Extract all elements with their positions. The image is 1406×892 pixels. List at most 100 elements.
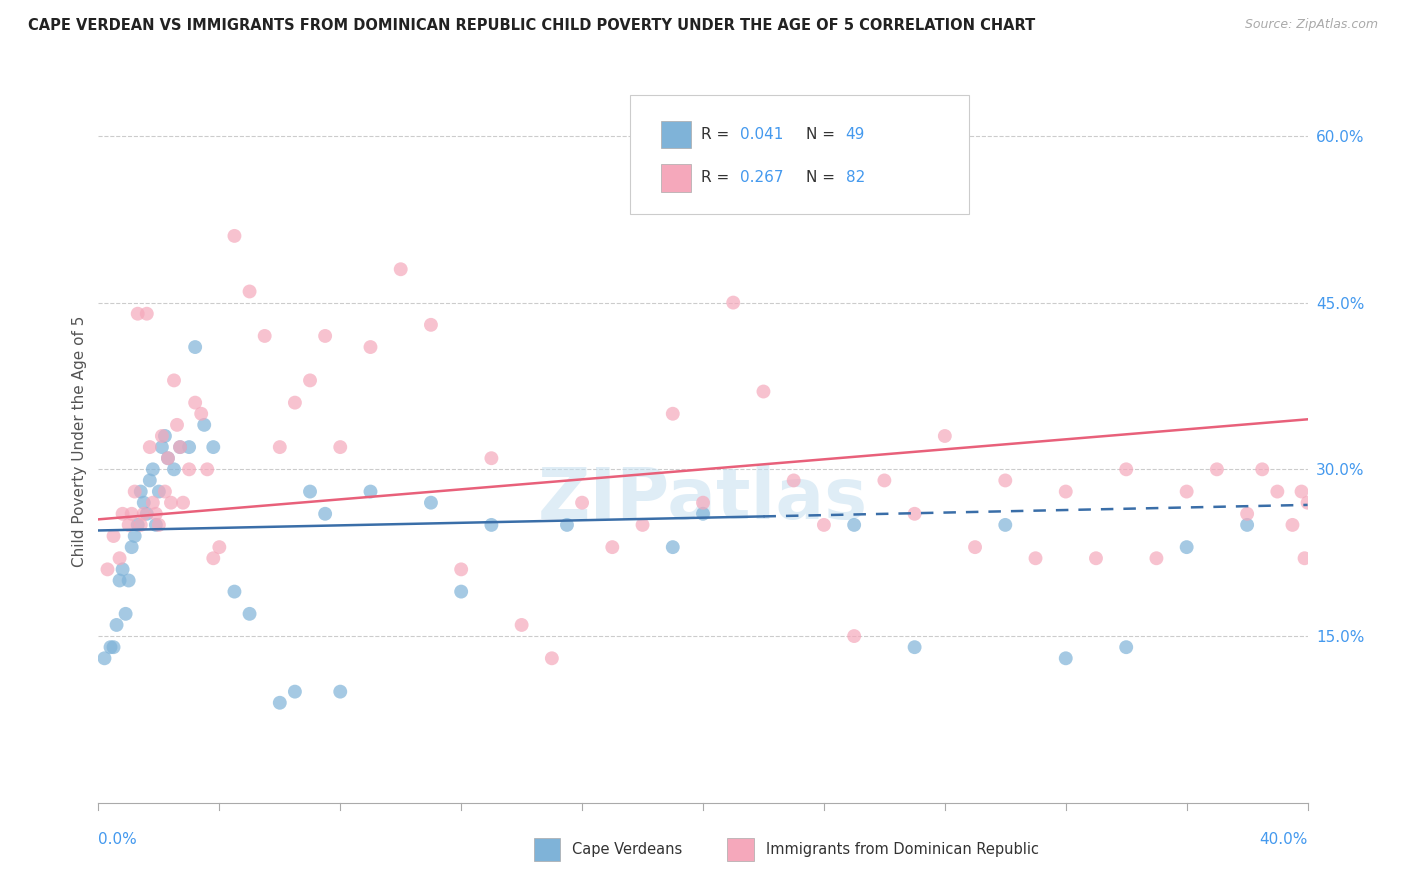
Point xyxy=(723,295,745,310)
Point xyxy=(132,496,155,510)
Point xyxy=(118,574,141,588)
Point xyxy=(661,407,683,421)
Point xyxy=(93,651,115,665)
Point xyxy=(844,629,866,643)
Point xyxy=(510,618,533,632)
Point xyxy=(360,484,382,499)
Text: CAPE VERDEAN VS IMMIGRANTS FROM DOMINICAN REPUBLIC CHILD POVERTY UNDER THE AGE O: CAPE VERDEAN VS IMMIGRANTS FROM DOMINICA… xyxy=(28,18,1035,33)
Point xyxy=(108,574,131,588)
Point xyxy=(224,584,246,599)
Point xyxy=(1236,507,1258,521)
Point xyxy=(737,162,759,177)
Point xyxy=(111,507,134,521)
Text: 49: 49 xyxy=(845,127,865,142)
Point xyxy=(169,440,191,454)
Point xyxy=(1281,517,1303,532)
Point xyxy=(284,684,307,698)
Point xyxy=(692,496,714,510)
Point xyxy=(145,517,167,532)
Point xyxy=(100,640,122,655)
Text: 0.0%: 0.0% xyxy=(98,831,138,847)
Point xyxy=(118,517,141,532)
Point xyxy=(1294,551,1316,566)
Point xyxy=(124,484,146,499)
Point xyxy=(105,618,128,632)
Text: ZIPatlas: ZIPatlas xyxy=(538,465,868,533)
Point xyxy=(934,429,956,443)
Text: Immigrants from Dominican Republic: Immigrants from Dominican Republic xyxy=(766,842,1039,857)
Point xyxy=(1251,462,1274,476)
Point xyxy=(184,340,207,354)
Point xyxy=(103,640,125,655)
Point xyxy=(202,551,225,566)
Point xyxy=(1024,551,1046,566)
Point xyxy=(169,440,191,454)
Point xyxy=(329,684,352,698)
Point xyxy=(179,462,201,476)
Point xyxy=(692,507,714,521)
Point xyxy=(329,440,352,454)
Point xyxy=(314,329,336,343)
Point xyxy=(103,529,125,543)
Point xyxy=(193,417,215,432)
Point xyxy=(389,262,412,277)
Point xyxy=(224,228,246,243)
Point xyxy=(904,507,927,521)
Point xyxy=(904,640,927,655)
Point xyxy=(111,562,134,576)
Point xyxy=(139,440,162,454)
Text: Source: ZipAtlas.com: Source: ZipAtlas.com xyxy=(1244,18,1378,31)
Point xyxy=(96,562,118,576)
Point xyxy=(284,395,307,409)
Point xyxy=(142,462,165,476)
Text: 82: 82 xyxy=(845,170,865,186)
Point xyxy=(239,285,262,299)
Point xyxy=(873,474,896,488)
Point xyxy=(481,517,503,532)
Point xyxy=(163,373,186,387)
Point xyxy=(148,517,170,532)
Point xyxy=(555,517,578,532)
Point xyxy=(163,462,186,476)
Point xyxy=(153,429,176,443)
Point xyxy=(661,540,683,554)
Point xyxy=(1236,517,1258,532)
Text: R =: R = xyxy=(700,170,734,186)
Text: R =: R = xyxy=(700,127,734,142)
Point xyxy=(994,474,1017,488)
Point xyxy=(253,329,276,343)
FancyBboxPatch shape xyxy=(661,164,690,192)
Point xyxy=(150,440,173,454)
Point xyxy=(1115,640,1137,655)
Point xyxy=(783,474,806,488)
Point xyxy=(1206,462,1229,476)
Point xyxy=(602,540,624,554)
FancyBboxPatch shape xyxy=(661,120,690,148)
FancyBboxPatch shape xyxy=(534,838,561,862)
Point xyxy=(631,517,654,532)
Point xyxy=(160,496,183,510)
Point xyxy=(139,474,162,488)
Point xyxy=(299,373,322,387)
Point xyxy=(124,529,146,543)
Point xyxy=(132,507,155,521)
Point xyxy=(1054,651,1077,665)
Text: N =: N = xyxy=(806,127,839,142)
Point xyxy=(1144,551,1167,566)
Point xyxy=(1291,484,1313,499)
Point xyxy=(1115,462,1137,476)
Point xyxy=(184,395,207,409)
Point xyxy=(202,440,225,454)
Point xyxy=(208,540,231,554)
Point xyxy=(153,484,176,499)
Point xyxy=(1175,540,1198,554)
Point xyxy=(121,540,143,554)
Point xyxy=(1085,551,1108,566)
Point xyxy=(299,484,322,499)
Point xyxy=(450,584,472,599)
Point xyxy=(129,484,152,499)
Point xyxy=(145,507,167,521)
Point xyxy=(156,451,179,466)
Point xyxy=(269,440,291,454)
Point xyxy=(150,429,173,443)
